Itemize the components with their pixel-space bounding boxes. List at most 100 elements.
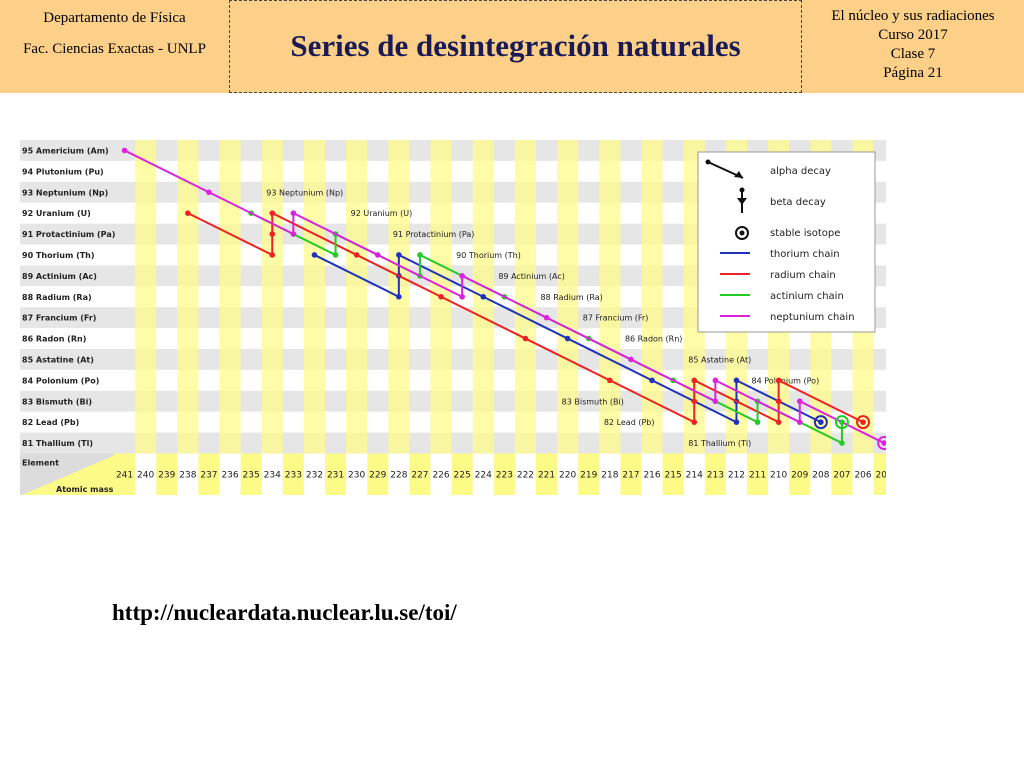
nuclide-point (691, 419, 698, 425)
element-annotation: 93 Neptunium (Np) (266, 188, 343, 197)
x-tick-label: 220 (559, 471, 576, 481)
x-tick-label: 207 (833, 471, 850, 481)
beta-decay-icon-dot (739, 187, 745, 193)
element-annotation: 92 Uranium (U) (351, 209, 413, 218)
element-annotation: 81 Thallium (Tl) (688, 439, 751, 448)
axis-stripe (325, 453, 347, 495)
axis-stripe (789, 453, 811, 495)
legend-label: radium chain (770, 270, 836, 281)
axis-stripe (451, 453, 473, 495)
x-tick-label: 214 (686, 471, 703, 481)
x-tick-label: 212 (728, 471, 745, 481)
x-tick-label: 221 (538, 471, 555, 481)
nuclide-point (796, 398, 803, 405)
nuclide-point (290, 210, 297, 216)
axis-stripe (831, 453, 853, 495)
y-tick-label: 86 Radon (Rn) (22, 335, 86, 344)
nuclide-point (775, 398, 782, 405)
y-tick-label: 89 Actinium (Ac) (22, 272, 97, 281)
column-stripe (641, 140, 663, 454)
x-tick-label: 235 (243, 471, 260, 481)
axis-stripe (747, 453, 769, 495)
nuclide-point (269, 231, 276, 237)
nuclide-point (353, 252, 360, 258)
nuclide-point (691, 398, 698, 405)
axis-stripe (704, 453, 726, 495)
nuclide-point (712, 398, 719, 405)
nuclide-point (206, 189, 212, 196)
element-annotation: 85 Astatine (At) (688, 355, 751, 364)
x-tick-label: 224 (475, 471, 492, 481)
faculty-label: Fac. Ciencias Exactas - UNLP (23, 41, 206, 57)
axis-stripe (114, 453, 136, 495)
x-tick-label: 233 (285, 471, 302, 481)
legend-label: thorium chain (770, 249, 840, 260)
column-stripe (303, 140, 325, 454)
stable-isotope-core (881, 440, 887, 446)
column-stripe (346, 140, 368, 454)
nuclide-point (269, 210, 276, 216)
x-tick-label: 239 (158, 471, 175, 481)
nuclide-point (775, 419, 782, 425)
nuclide-point (775, 377, 782, 384)
x-tick-label: 241 (116, 471, 133, 481)
nuclide-point (522, 335, 529, 342)
column-stripe (219, 140, 241, 454)
axis-stripe (409, 453, 431, 495)
axis-stripe (156, 453, 178, 495)
x-tick-label: 222 (517, 471, 534, 481)
x-tick-label: 240 (137, 471, 154, 481)
nuclide-point (733, 419, 740, 425)
stable-isotope-core (860, 419, 866, 425)
element-annotation: 91 Protactinium (Pa) (393, 230, 475, 239)
nuclide-point (712, 377, 719, 384)
x-tick-label: 236 (221, 471, 238, 481)
x-tick-label: 223 (496, 471, 513, 481)
stable-isotope-icon-core (739, 230, 745, 236)
axis-stripe (367, 453, 389, 495)
x-tick-label: 238 (179, 471, 196, 481)
element-annotation: 90 Thorium (Th) (456, 251, 521, 260)
stable-isotope-marker (856, 415, 871, 430)
decay-series-svg: Element Atomic mass 95 Americium (Am) 94 Pl… (20, 140, 895, 495)
stable-isotope-core (818, 419, 824, 425)
source-url[interactable]: http://nucleardata.nuclear.lu.se/toi/ (112, 600, 457, 625)
axis-stripe (578, 453, 600, 495)
nuclide-point (459, 293, 465, 300)
nuclide-point (121, 147, 128, 154)
nuclide-point (607, 377, 613, 384)
axis-stripe (620, 453, 642, 495)
y-tick-label: 88 Radium (Ra) (22, 293, 92, 302)
element-annotation: 86 Radon (Rn) (625, 335, 682, 344)
corner-label-element: Element (22, 459, 59, 468)
legend-box (697, 151, 876, 333)
nuclide-point (691, 377, 698, 384)
element-annotation: 87 Francium (Fr) (583, 314, 649, 323)
element-annotation: 83 Bismuth (Bi) (562, 397, 624, 406)
axis-stripe (240, 453, 262, 495)
x-tick-label: 211 (749, 471, 766, 481)
x-tick-label: 205 (876, 471, 886, 481)
beta-decay-icon-arrow (737, 198, 747, 205)
column-stripe (514, 140, 536, 454)
column-stripe (135, 140, 157, 454)
axis-stripe (662, 453, 684, 495)
x-tick-label: 228 (390, 471, 407, 481)
axis-stripe (493, 453, 515, 495)
nuclide-point (480, 293, 487, 300)
nuclide-point (438, 293, 444, 300)
course-year-label: Curso 2017 (878, 27, 948, 43)
element-annotation: 88 Radium (Ra) (541, 293, 603, 302)
x-tick-label: 208 (812, 471, 829, 481)
column-stripe (177, 140, 199, 454)
axis-stripe (198, 453, 220, 495)
y-tick-label: 95 Americium (Am) (22, 146, 109, 155)
y-tick-label: 91 Protactinium (Pa) (22, 230, 115, 239)
nuclide-point (417, 252, 423, 258)
nuclide-point (649, 377, 655, 384)
nuclide-point (564, 335, 571, 342)
decay-series-chart: Element Atomic mass 95 Americium (Am) 94 Pl… (20, 140, 895, 495)
nuclide-point (628, 356, 634, 363)
nuclide-point (733, 377, 740, 384)
y-tick-label: 84 Polonium (Po) (22, 376, 99, 385)
